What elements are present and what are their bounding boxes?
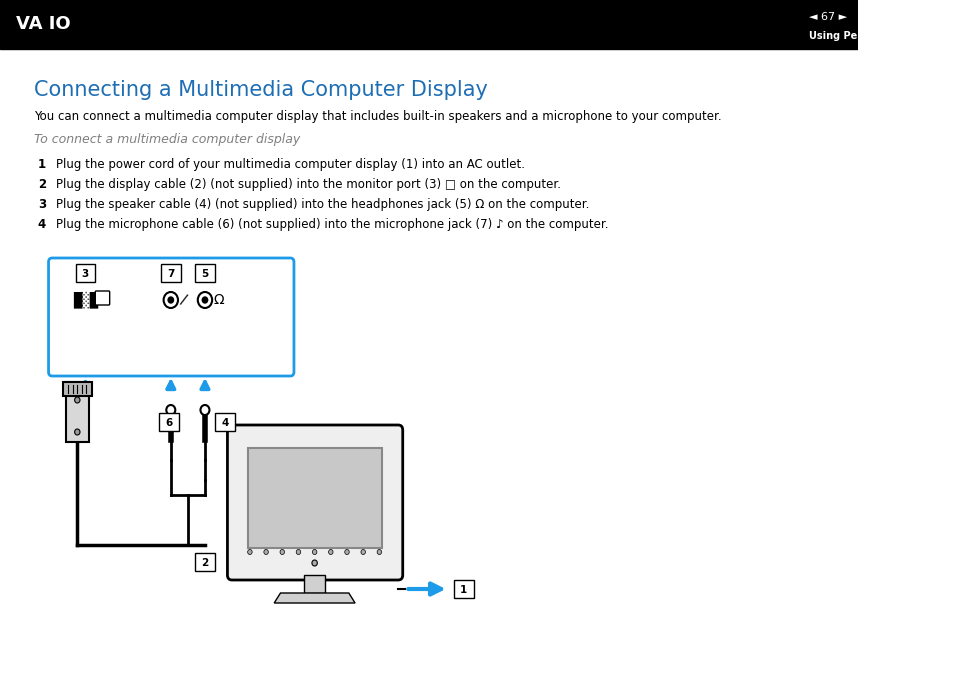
Text: To connect a multimedia computer display: To connect a multimedia computer display <box>34 133 300 146</box>
FancyBboxPatch shape <box>194 264 214 282</box>
Text: █░█: █░█ <box>72 292 98 309</box>
Circle shape <box>163 292 178 308</box>
Text: 1: 1 <box>459 585 467 595</box>
Text: 5: 5 <box>201 269 209 279</box>
Text: Ω: Ω <box>213 293 224 307</box>
Text: 3: 3 <box>82 269 89 279</box>
Circle shape <box>376 549 381 555</box>
Text: Using Peripheral Devices: Using Peripheral Devices <box>808 32 946 41</box>
Circle shape <box>248 549 252 555</box>
Circle shape <box>295 549 300 555</box>
Text: VA IO: VA IO <box>16 16 71 33</box>
Text: 2: 2 <box>201 558 209 568</box>
Text: ◄ 67 ►: ◄ 67 ► <box>808 12 846 22</box>
Text: Plug the microphone cable (6) (not supplied) into the microphone jack (7) ♪ on t: Plug the microphone cable (6) (not suppl… <box>55 218 608 231</box>
Circle shape <box>360 549 365 555</box>
Circle shape <box>197 292 212 308</box>
Text: 3: 3 <box>38 198 46 211</box>
Text: You can connect a multimedia computer display that includes built-in speakers an: You can connect a multimedia computer di… <box>34 110 721 123</box>
Circle shape <box>312 549 316 555</box>
Circle shape <box>202 297 208 303</box>
FancyBboxPatch shape <box>227 425 402 580</box>
Bar <box>248 448 381 548</box>
Circle shape <box>312 560 317 566</box>
Circle shape <box>328 549 333 555</box>
Bar <box>0 0 857 49</box>
Text: 4: 4 <box>221 418 228 428</box>
FancyBboxPatch shape <box>214 413 234 431</box>
Text: Plug the power cord of your multimedia computer display (1) into an AC outlet.: Plug the power cord of your multimedia c… <box>55 158 524 171</box>
Text: 2: 2 <box>38 178 46 191</box>
Text: ∕: ∕ <box>178 292 188 308</box>
Circle shape <box>344 549 349 555</box>
FancyBboxPatch shape <box>75 264 95 282</box>
FancyBboxPatch shape <box>194 553 214 571</box>
Circle shape <box>264 549 268 555</box>
Text: Plug the speaker cable (4) (not supplied) into the headphones jack (5) Ω on the : Plug the speaker cable (4) (not supplied… <box>55 198 589 211</box>
Text: 1: 1 <box>38 158 46 171</box>
Circle shape <box>200 405 210 415</box>
FancyBboxPatch shape <box>159 413 179 431</box>
Bar <box>63 382 91 396</box>
Text: 7: 7 <box>167 269 174 279</box>
Circle shape <box>74 397 80 403</box>
FancyBboxPatch shape <box>95 291 110 305</box>
FancyBboxPatch shape <box>49 258 294 376</box>
Text: 4: 4 <box>38 218 46 231</box>
Text: Connecting a Multimedia Computer Display: Connecting a Multimedia Computer Display <box>34 80 488 100</box>
Circle shape <box>74 429 80 435</box>
Text: 6: 6 <box>165 418 172 428</box>
Polygon shape <box>274 593 355 603</box>
Circle shape <box>166 405 175 415</box>
FancyBboxPatch shape <box>454 580 474 598</box>
Text: Plug the display cable (2) (not supplied) into the monitor port (3) □ on the com: Plug the display cable (2) (not supplied… <box>55 178 560 191</box>
FancyBboxPatch shape <box>161 264 180 282</box>
Bar <box>303 575 325 593</box>
Bar <box>66 382 89 442</box>
Circle shape <box>168 297 173 303</box>
Circle shape <box>280 549 284 555</box>
